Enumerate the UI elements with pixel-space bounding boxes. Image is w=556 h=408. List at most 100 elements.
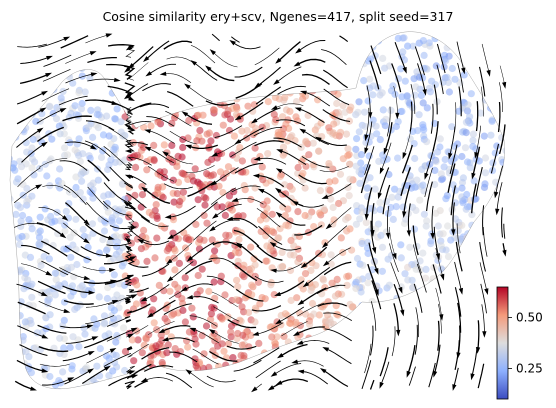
cell-point — [51, 269, 60, 277]
cell-point — [289, 354, 298, 362]
cell-point — [153, 33, 161, 41]
streamline — [165, 337, 195, 343]
cell-point — [14, 349, 22, 357]
stream-arrowhead — [471, 172, 476, 180]
streamline — [190, 45, 216, 64]
cell-point — [115, 55, 123, 63]
cell-point — [354, 34, 362, 42]
cell-point — [16, 268, 24, 276]
streamline — [384, 122, 393, 152]
cell-point — [140, 143, 148, 152]
streamline — [300, 287, 327, 304]
cell-point — [185, 328, 193, 336]
streamline — [125, 162, 133, 171]
cell-point — [82, 364, 91, 372]
cell-point — [481, 169, 490, 177]
cell-point — [19, 371, 27, 379]
cell-point — [240, 382, 248, 389]
cell-point — [104, 165, 112, 174]
cell-point — [466, 314, 474, 322]
cell-point — [115, 280, 124, 288]
streamline — [147, 147, 174, 164]
cell-point — [443, 192, 451, 200]
cell-point — [437, 170, 445, 178]
cell-point — [352, 145, 360, 153]
cell-point — [33, 67, 42, 75]
cell-point — [431, 81, 439, 89]
streamline — [435, 247, 444, 278]
cell-point — [325, 391, 332, 398]
cell-point — [267, 281, 275, 289]
cell-point — [36, 213, 44, 221]
streamline — [274, 103, 304, 109]
stream-arrowhead — [502, 81, 507, 89]
streamline — [64, 245, 92, 261]
streamline — [41, 260, 69, 276]
cell-point — [107, 217, 116, 225]
streamline — [168, 242, 193, 263]
streamline — [13, 222, 44, 228]
streamline — [214, 203, 242, 218]
cell-point — [45, 292, 53, 300]
stream-arrowhead — [41, 141, 48, 147]
cell-point — [451, 215, 460, 223]
cell-point — [35, 233, 44, 241]
cell-point — [369, 82, 377, 90]
cell-point — [403, 385, 411, 389]
cell-point — [262, 257, 270, 265]
cell-point — [72, 215, 80, 223]
cell-point — [353, 254, 362, 263]
cell-point — [389, 352, 397, 360]
cell-point — [157, 331, 165, 339]
cell-point — [226, 115, 235, 123]
cell-point — [113, 238, 121, 246]
cell-point — [427, 240, 435, 248]
cell-point — [138, 349, 146, 357]
streamline — [380, 361, 390, 386]
stream-arrowhead — [402, 211, 407, 218]
stream-arrowhead — [383, 147, 388, 155]
streamline — [65, 337, 96, 344]
cell-point — [377, 31, 385, 39]
cell-point — [499, 158, 505, 166]
streamline — [425, 147, 435, 177]
cell-point — [376, 206, 384, 214]
cell-point — [10, 137, 14, 145]
cell-point — [160, 173, 169, 181]
cell-point — [362, 219, 370, 227]
cell-point — [346, 388, 354, 389]
cell-point — [241, 48, 249, 56]
cell-point — [280, 332, 288, 340]
cell-point — [79, 195, 87, 203]
cell-point — [204, 158, 212, 166]
cell-point — [409, 42, 417, 50]
stream-arrowhead — [83, 275, 91, 280]
stream-arrowhead — [124, 245, 132, 251]
cell-point — [467, 90, 475, 98]
cell-point — [459, 174, 467, 182]
cell-point — [382, 115, 390, 123]
cell-point — [121, 348, 130, 356]
streamline — [37, 280, 66, 295]
cell-point — [442, 57, 450, 65]
streamline — [17, 167, 41, 188]
cell-point — [239, 265, 247, 273]
cell-point — [149, 94, 157, 102]
streamline — [237, 127, 264, 143]
cell-point — [147, 352, 155, 360]
cell-point — [75, 135, 83, 143]
cell-point — [40, 33, 48, 41]
streamline — [232, 262, 258, 282]
cell-point — [148, 211, 157, 219]
stream-arrowhead — [30, 386, 37, 391]
cell-point — [434, 327, 442, 335]
stream-arrowhead — [267, 385, 275, 391]
cell-point — [219, 188, 227, 197]
cell-point — [80, 324, 88, 332]
cell-point — [411, 154, 419, 163]
cell-point — [276, 225, 284, 233]
stream-arrowhead — [141, 186, 148, 193]
cell-point — [422, 222, 430, 230]
cell-point — [150, 141, 158, 149]
cell-point — [194, 73, 202, 81]
